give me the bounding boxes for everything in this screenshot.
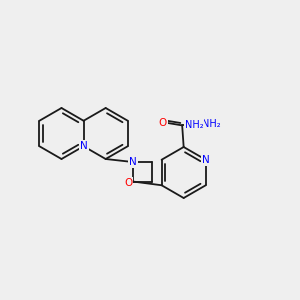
Text: NH₂: NH₂ — [185, 120, 203, 130]
Text: O: O — [158, 118, 167, 128]
Text: N: N — [129, 157, 136, 167]
Text: N: N — [80, 141, 88, 151]
Text: N: N — [202, 155, 210, 165]
Text: O: O — [124, 178, 132, 188]
Text: NH₂: NH₂ — [202, 119, 220, 129]
